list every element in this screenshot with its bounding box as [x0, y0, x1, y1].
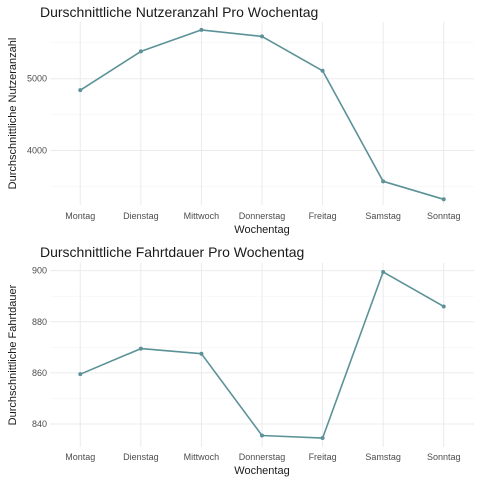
x-tick-label: Dienstag [123, 211, 159, 221]
y-tick-label: 840 [32, 419, 47, 429]
y-tick-label: 860 [32, 368, 47, 378]
chart-panel-2: 840 860 880 900 Montag Dienstag Mittwoch Donner… [7, 244, 474, 477]
x-tick-label: Dienstag [123, 452, 159, 462]
x-tick-label: Freitag [309, 211, 337, 221]
data-point [260, 433, 264, 438]
data-point [441, 197, 446, 202]
x-tick-label: Samstag [365, 211, 401, 221]
y-axis-title: Durchschnittliche Nutzeranzahl [7, 38, 19, 190]
chart-panel-1: 4000 5000 Montag Dienstag Mittwoch Donnerstag… [7, 4, 474, 236]
x-tick-label: Montag [65, 211, 95, 221]
x-tick-label: Sonntag [427, 211, 461, 221]
x-tick-label: Mittwoch [184, 211, 220, 221]
data-point [320, 436, 325, 441]
data-point [199, 351, 204, 356]
x-tick-label: Sonntag [427, 452, 461, 462]
y-tick-label: 4000 [27, 145, 47, 155]
data-point [199, 27, 204, 32]
y-tick-label: 5000 [27, 74, 47, 84]
data-point [138, 49, 143, 54]
y-tick-label: 880 [32, 317, 47, 327]
data-point [78, 372, 83, 377]
data-point [381, 179, 386, 184]
data-point [320, 68, 325, 73]
y-axis-title: Durchschnittliche Fahrtdauer [7, 284, 19, 425]
y-tick-label: 900 [32, 266, 47, 276]
chart-title: Durschnittliche Fahrtdauer Pro Wochentag [40, 244, 304, 260]
x-tick-label: Donnerstag [239, 211, 286, 221]
x-axis-title: Wochentag [234, 465, 289, 477]
data-point [441, 304, 446, 309]
x-tick-label: Samstag [365, 452, 401, 462]
data-point [381, 269, 386, 274]
x-tick-label: Donnerstag [239, 452, 286, 462]
x-tick-label: Freitag [309, 452, 337, 462]
data-point [260, 34, 264, 39]
data-point [78, 88, 83, 93]
x-tick-label: Mittwoch [184, 452, 220, 462]
x-tick-label: Montag [65, 452, 95, 462]
data-point [138, 346, 143, 351]
chart-title: Durschnittliche Nutzeranzahl Pro Wochent… [40, 4, 318, 20]
x-axis-title: Wochentag [234, 224, 289, 236]
